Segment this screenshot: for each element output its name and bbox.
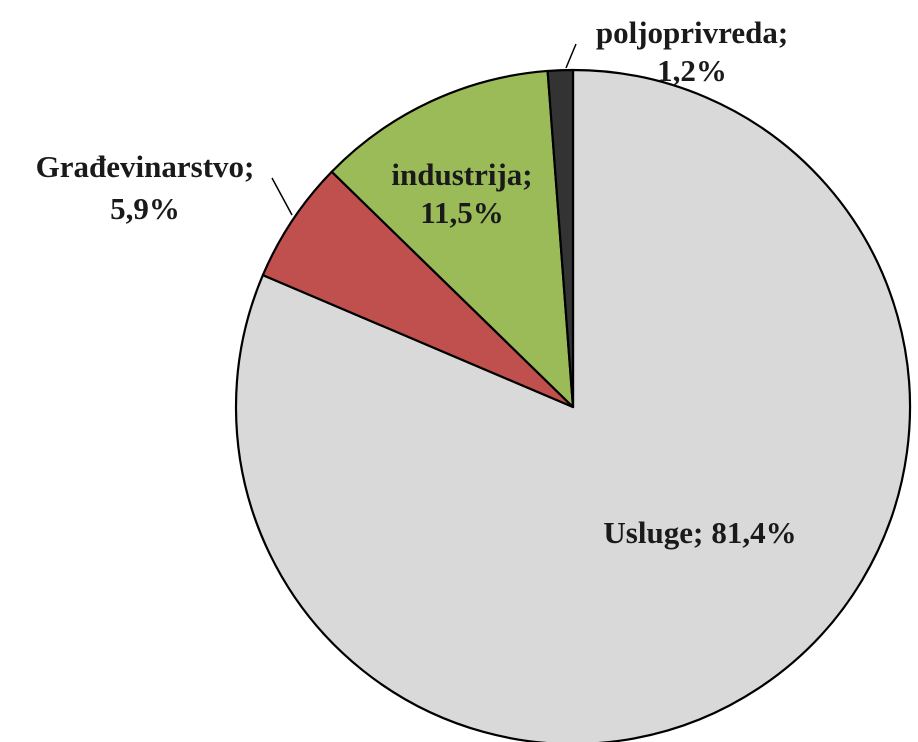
leader-line <box>565 43 577 69</box>
category-label: poljoprivreda; <box>596 15 788 50</box>
value-label: 5,9% <box>110 191 180 226</box>
value-label: 1,2% <box>657 53 727 88</box>
category-label: industrija; <box>391 157 532 192</box>
leader-line <box>271 177 293 216</box>
value-label: 81,4% <box>711 515 796 550</box>
pie-slice <box>546 68 575 409</box>
data-label: Usluge; 81,4% <box>603 515 796 550</box>
category-label: Građevinarstvo; <box>36 149 255 184</box>
pie-slice <box>234 68 912 742</box>
pie-slice <box>330 69 575 409</box>
pie-slice <box>261 170 575 409</box>
value-label: 11,5% <box>420 195 504 230</box>
category-label: Usluge; <box>603 515 703 550</box>
